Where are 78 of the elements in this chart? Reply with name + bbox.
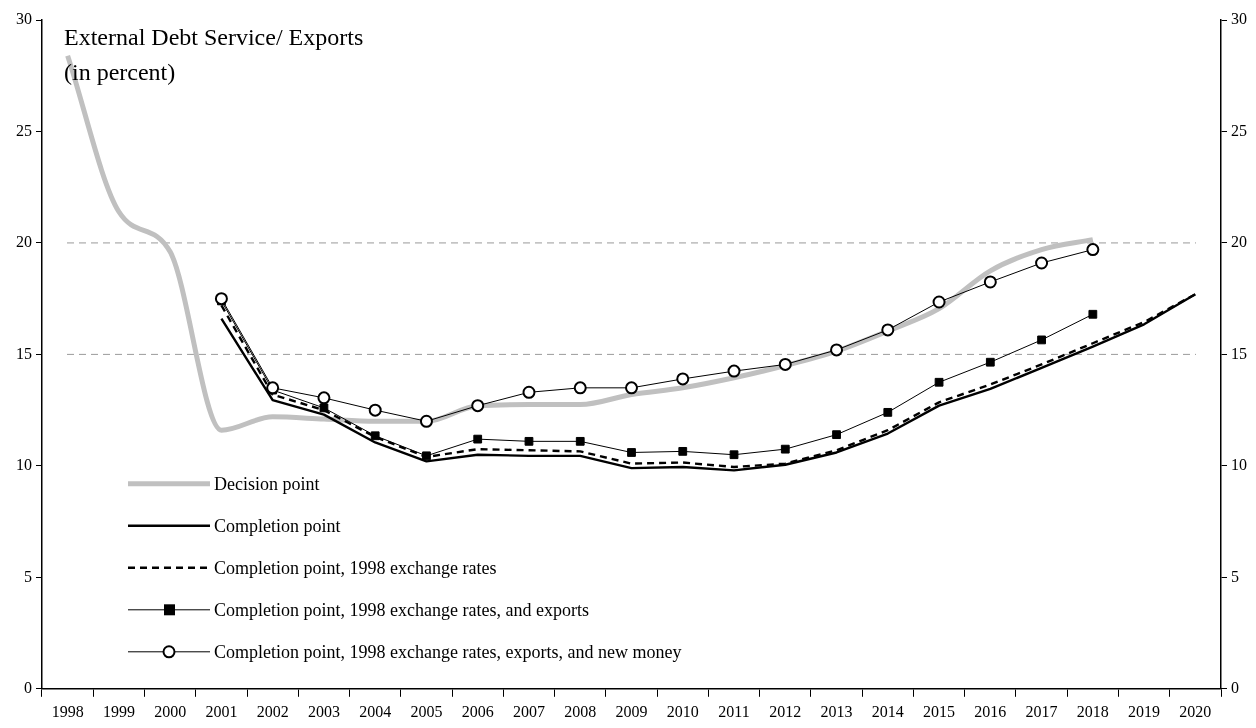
point [727, 364, 741, 378]
y-tick-label: 25 [16, 121, 32, 139]
y-tick-label: 5 [24, 567, 32, 585]
point [473, 434, 483, 444]
y2-tick-label: 25 [1231, 121, 1247, 139]
point [780, 444, 790, 454]
y-tick-label: 10 [16, 456, 32, 474]
point [370, 431, 380, 441]
point [830, 343, 844, 357]
y-tick-label: 0 [24, 679, 32, 696]
point [471, 399, 485, 413]
x-tick-label: 2016 [974, 702, 1007, 720]
x-tick-label: 2012 [769, 702, 802, 720]
x-tick-label: 2000 [154, 702, 187, 720]
x-tick-label: 2020 [1179, 702, 1212, 720]
point [266, 381, 280, 395]
point [1035, 256, 1049, 270]
point [1088, 309, 1098, 319]
x-tick-label: 2008 [564, 702, 597, 720]
legend-label: Completion point, 1998 exchange rates [214, 557, 497, 578]
x-tick-label: 2002 [256, 702, 289, 720]
point [575, 436, 585, 446]
x-tick-label: 2009 [615, 702, 648, 720]
x-tick-label: 1998 [51, 702, 84, 720]
point [422, 451, 431, 461]
point [985, 357, 995, 367]
point [1086, 243, 1100, 257]
legend-label: Completion point, 1998 exchange rates, exports, and new money [214, 641, 682, 662]
chart-title: External Debt Service/ Exports [64, 24, 364, 50]
x-tick-label: 2018 [1076, 702, 1109, 720]
point [778, 357, 792, 371]
x-tick-label: 2004 [359, 702, 392, 720]
point [524, 436, 534, 446]
point [676, 372, 690, 386]
x-tick-label: 2006 [461, 702, 494, 720]
point [319, 403, 329, 413]
point [678, 446, 688, 456]
legend-label: Completion point, 1998 exchange rates, and exports [214, 599, 589, 620]
point [317, 391, 331, 405]
x-tick-label: 2019 [1128, 702, 1161, 720]
point [627, 448, 636, 457]
point [881, 323, 895, 337]
point [625, 381, 638, 395]
point [934, 377, 944, 387]
point [932, 295, 946, 309]
x-tick-label: 2010 [666, 702, 699, 720]
point [573, 381, 587, 395]
y2-tick-label: 15 [1231, 344, 1247, 362]
x-tick-label: 2007 [512, 702, 545, 720]
y-tick-label: 15 [16, 344, 32, 362]
x-tick-label: 2001 [205, 702, 238, 720]
x-tick-label: 1999 [102, 702, 135, 720]
legend-label: Decision point [214, 473, 320, 494]
point [368, 403, 382, 417]
point [419, 414, 433, 428]
point [883, 407, 893, 417]
x-tick-label: 2011 [718, 702, 750, 720]
legend-label: Completion point [214, 515, 341, 536]
x-tick-label: 2005 [410, 702, 443, 720]
text: (in percent) [64, 59, 176, 85]
y2-tick-label: 10 [1231, 456, 1247, 474]
y2-tick-label: 30 [1231, 10, 1247, 28]
x-tick-label: 2017 [1025, 702, 1058, 720]
point [832, 430, 841, 440]
y2-tick-label: 0 [1231, 679, 1239, 696]
point [214, 292, 228, 306]
point [729, 450, 739, 460]
y2-tick-label: 5 [1231, 567, 1239, 585]
point [522, 385, 536, 399]
y-tick-label: 30 [16, 10, 32, 28]
x-tick-label: 2013 [820, 702, 853, 720]
x-tick-label: 2014 [871, 702, 904, 720]
point [983, 275, 997, 289]
x-tick-label: 2015 [923, 702, 956, 720]
point [1037, 335, 1046, 345]
y2-tick-label: 20 [1231, 233, 1247, 251]
x-tick-label: 2003 [307, 702, 340, 720]
y-tick-label: 20 [16, 233, 32, 251]
